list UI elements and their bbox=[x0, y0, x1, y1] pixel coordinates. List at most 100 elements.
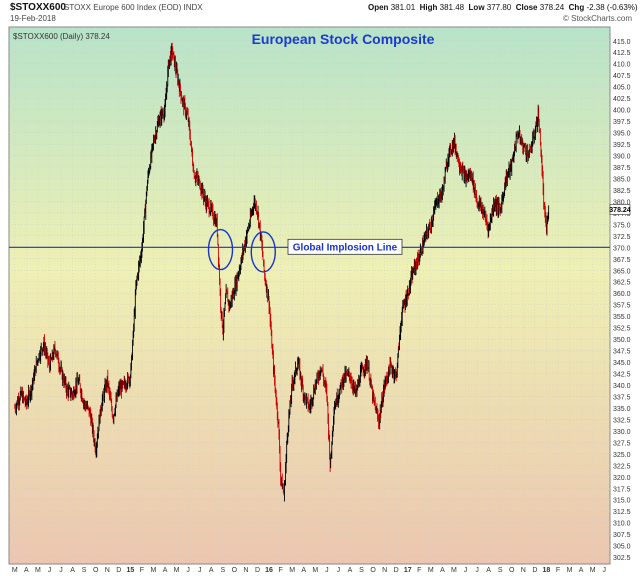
y-tick-label: 320.0 bbox=[613, 475, 631, 482]
x-tick-label: A bbox=[70, 567, 75, 574]
x-tick-label: M bbox=[151, 567, 157, 574]
y-tick-label: 360.0 bbox=[613, 291, 631, 298]
x-tick-label: M bbox=[567, 567, 573, 574]
x-tick-label: O bbox=[509, 567, 515, 574]
annotation-circle bbox=[250, 231, 276, 273]
y-tick-label: 400.0 bbox=[613, 108, 631, 115]
x-tick-label: F bbox=[278, 567, 282, 574]
price-series bbox=[14, 42, 550, 502]
y-tick-label: 415.0 bbox=[613, 39, 631, 46]
x-tick-label: M bbox=[35, 567, 41, 574]
y-tick-label: 315.0 bbox=[613, 498, 631, 505]
y-tick-label: 410.0 bbox=[613, 62, 631, 69]
y-tick-label: 345.0 bbox=[613, 360, 631, 367]
x-tick-label: N bbox=[105, 567, 110, 574]
y-tick-label: 327.5 bbox=[613, 440, 631, 447]
x-tick-label: M bbox=[312, 567, 318, 574]
x-tick-label: D bbox=[394, 567, 399, 574]
y-tick-label: 390.0 bbox=[613, 154, 631, 161]
y-tick-label: 407.5 bbox=[613, 73, 631, 80]
chart-title: European Stock Composite bbox=[252, 31, 435, 47]
y-tick-label: 330.0 bbox=[613, 429, 631, 436]
grid-lines bbox=[9, 27, 610, 564]
y-tick-label: 312.5 bbox=[613, 509, 631, 516]
y-axis: 302.5 305.0 307.5 310.0 312.5 315.0 317.5 320.0… bbox=[613, 39, 631, 562]
x-tick-label: S bbox=[498, 567, 503, 574]
x-tick-label: S bbox=[82, 567, 87, 574]
x-tick-label: M bbox=[174, 567, 180, 574]
x-tick-label: J bbox=[337, 567, 341, 574]
y-tick-label: 375.0 bbox=[613, 222, 631, 229]
y-tick-label: 395.0 bbox=[613, 131, 631, 138]
index-description: STOXX Europe 600 Index (EOD) INDX bbox=[64, 3, 203, 12]
x-tick-label: N bbox=[243, 567, 248, 574]
y-tick-label: 322.5 bbox=[613, 463, 631, 470]
y-tick-label: 302.5 bbox=[613, 555, 631, 562]
y-tick-label: 392.5 bbox=[613, 142, 631, 149]
x-tick-label: A bbox=[24, 567, 29, 574]
y-tick-label: 340.0 bbox=[613, 383, 631, 390]
y-tick-label: 307.5 bbox=[613, 532, 631, 539]
ticker-symbol: $STOXX600 bbox=[10, 2, 66, 13]
x-tick-label: J bbox=[48, 567, 52, 574]
x-tick-label: N bbox=[521, 567, 526, 574]
series-label: $STOXX600 (Daily) 378.24 bbox=[13, 32, 110, 41]
x-tick-label: D bbox=[532, 567, 537, 574]
annotation-label: Global Implosion Line bbox=[293, 242, 398, 253]
y-tick-label: 335.0 bbox=[613, 406, 631, 413]
x-tick-label: O bbox=[93, 567, 99, 574]
y-tick-label: 310.0 bbox=[613, 521, 631, 528]
y-tick-label: 305.0 bbox=[613, 544, 631, 551]
x-tick-label: A bbox=[163, 567, 168, 574]
y-tick-label: 350.0 bbox=[613, 337, 631, 344]
x-tick-label: M bbox=[428, 567, 434, 574]
x-tick-label: A bbox=[440, 567, 445, 574]
y-tick-label: 342.5 bbox=[613, 372, 631, 379]
x-tick-label: N bbox=[382, 567, 387, 574]
y-tick-label: 352.5 bbox=[613, 326, 631, 333]
y-tick-label: 387.5 bbox=[613, 165, 631, 172]
x-tick-label: 18 bbox=[543, 567, 551, 574]
annotation-circles bbox=[207, 228, 276, 273]
y-tick-label: 385.0 bbox=[613, 176, 631, 183]
y-tick-label: 325.0 bbox=[613, 452, 631, 459]
chart-header: $STOXX600 STOXX Europe 600 Index (EOD) I… bbox=[0, 0, 640, 26]
x-tick-label: 16 bbox=[265, 567, 273, 574]
y-tick-label: 405.0 bbox=[613, 85, 631, 92]
y-tick-label: 370.0 bbox=[613, 245, 631, 252]
y-tick-label: 380.0 bbox=[613, 199, 631, 206]
y-tick-label: 355.0 bbox=[613, 314, 631, 321]
x-tick-label: O bbox=[232, 567, 238, 574]
svg-text:378.24: 378.24 bbox=[609, 207, 631, 214]
annotation-circle bbox=[207, 228, 234, 271]
x-tick-label: S bbox=[359, 567, 364, 574]
x-tick-label: J bbox=[475, 567, 479, 574]
x-tick-label: O bbox=[370, 567, 376, 574]
x-tick-label: S bbox=[220, 567, 225, 574]
x-tick-label: J bbox=[602, 567, 606, 574]
y-tick-label: 347.5 bbox=[613, 349, 631, 356]
x-axis: M A M J J A S O N D 15 F M A M J J A S O N D 16 F M A M J J A S O N D 17 F M… bbox=[12, 567, 606, 574]
y-tick-label: 382.5 bbox=[613, 188, 631, 195]
chart-date: 19-Feb-2018 bbox=[10, 14, 56, 23]
x-tick-label: 17 bbox=[404, 567, 412, 574]
y-tick-label: 317.5 bbox=[613, 486, 631, 493]
y-tick-label: 362.5 bbox=[613, 280, 631, 287]
y-tick-label: 337.5 bbox=[613, 394, 631, 401]
x-tick-label: F bbox=[556, 567, 560, 574]
x-tick-label: 15 bbox=[126, 567, 134, 574]
x-tick-label: D bbox=[255, 567, 260, 574]
x-tick-label: A bbox=[348, 567, 353, 574]
annotation-box: Global Implosion Line bbox=[287, 238, 403, 255]
x-tick-label: J bbox=[186, 567, 190, 574]
x-tick-label: M bbox=[289, 567, 295, 574]
x-tick-label: J bbox=[325, 567, 329, 574]
x-tick-label: A bbox=[301, 567, 306, 574]
x-tick-label: J bbox=[464, 567, 468, 574]
x-tick-label: J bbox=[198, 567, 202, 574]
ohlc-readout: Open 381.01 High 381.48 Low 377.80 Close… bbox=[368, 3, 638, 12]
x-tick-label: F bbox=[417, 567, 421, 574]
x-tick-label: A bbox=[209, 567, 214, 574]
y-tick-label: 402.5 bbox=[613, 96, 631, 103]
